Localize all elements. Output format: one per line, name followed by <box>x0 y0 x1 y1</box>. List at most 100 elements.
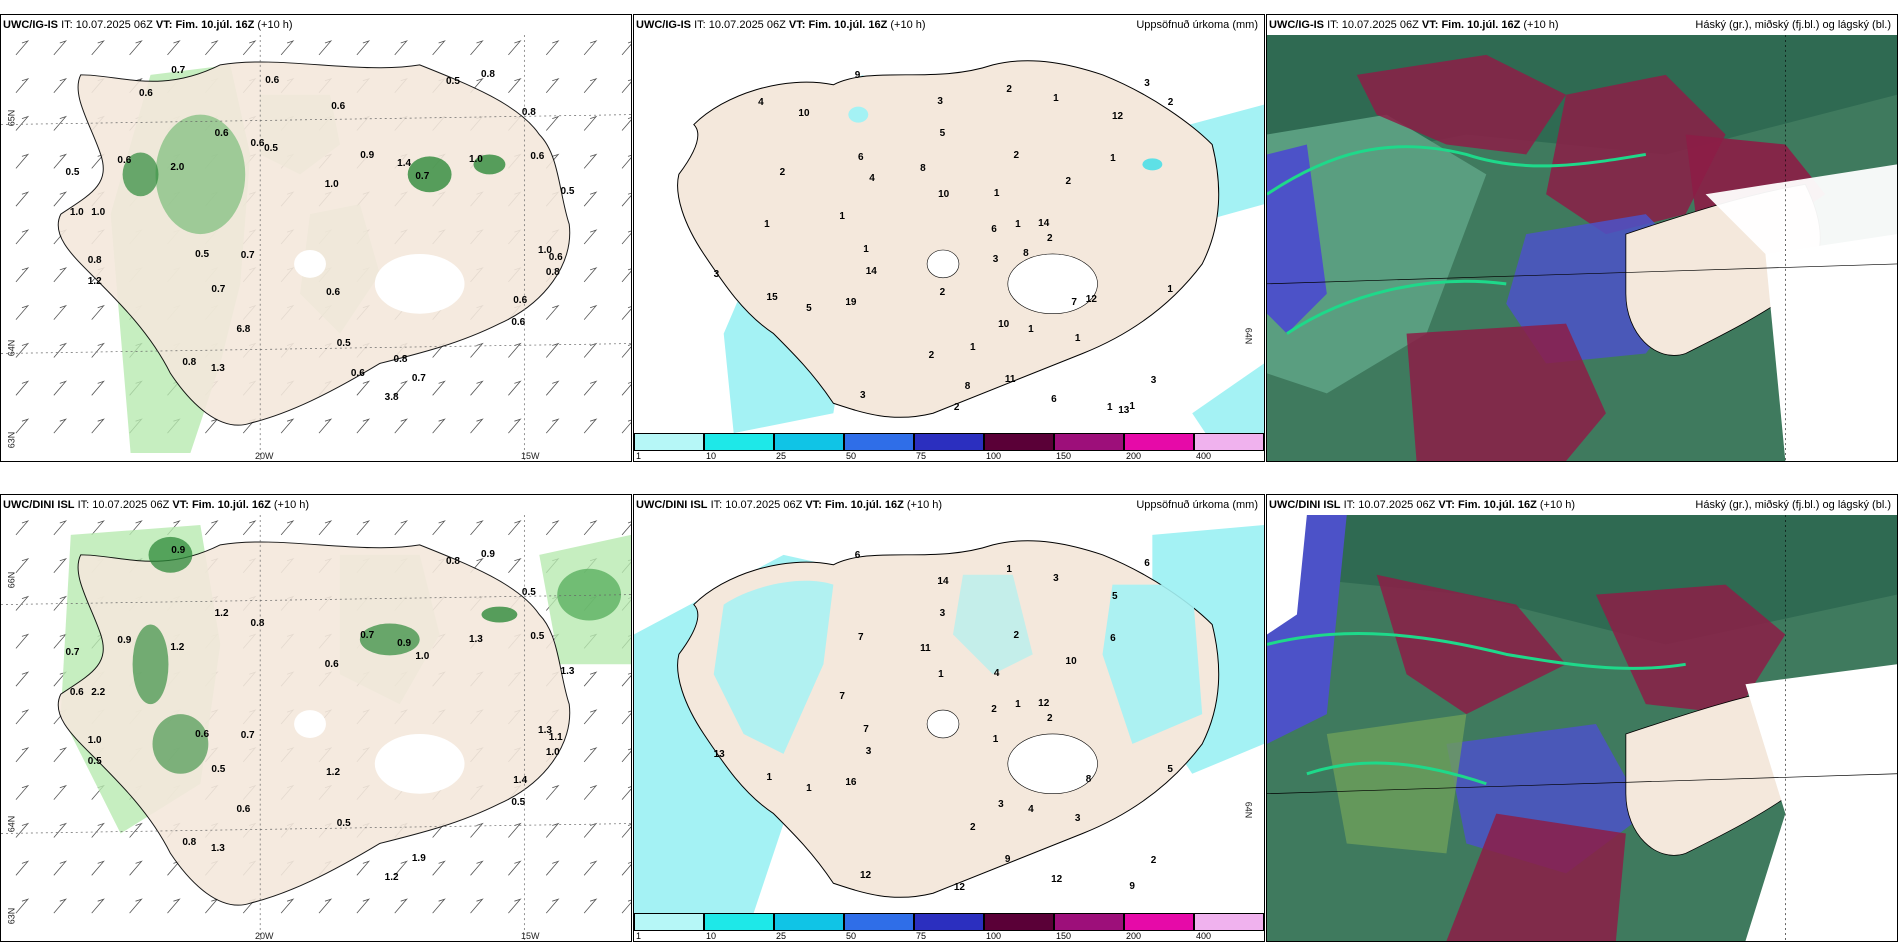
wind-barb <box>583 747 598 763</box>
map-value-label: 0.6 <box>214 128 229 140</box>
map-value-label: 1.4 <box>513 774 528 786</box>
map-value-label: 0.5 <box>87 755 102 767</box>
wind-barb <box>318 898 333 914</box>
wind-barb <box>91 860 105 876</box>
map-value-label: 9 <box>854 70 861 82</box>
map-value-label: 11 <box>1004 374 1016 386</box>
wind-barb <box>15 77 30 93</box>
map-value-label: 3.8 <box>384 391 399 403</box>
map-value-label: 2 <box>1047 233 1053 245</box>
map-value-label: 2 <box>1006 84 1012 96</box>
wind-barb <box>53 191 68 207</box>
map-value-label: 1.2 <box>384 871 399 883</box>
panel-top-precip: UWC/IG-IS IT: 10.07.2025 06Z VT: Fim. 10… <box>633 14 1265 462</box>
wind-barb <box>53 342 68 358</box>
map-value-label: 6 <box>1051 394 1057 406</box>
wind-barb <box>583 898 598 914</box>
map-value-label: 1.1 <box>548 732 563 744</box>
colorbar-swatch <box>704 433 774 451</box>
map-value-label: 13 <box>713 748 725 760</box>
map-value-label: 1.3 <box>210 842 225 854</box>
wind-barb <box>53 267 68 283</box>
lon-label: 20W <box>255 451 274 461</box>
map-value-label: 0.6 <box>138 88 153 100</box>
map-value-label: 9 <box>1004 854 1011 866</box>
map-value-label: 1 <box>839 210 845 222</box>
map-value-label: 0.7 <box>360 630 375 642</box>
map-value-label: 0.6 <box>331 100 346 112</box>
wind-barb <box>53 633 68 649</box>
map-value-label: 1 <box>1015 219 1021 231</box>
map-value-label: 0.5 <box>446 75 460 87</box>
colorbar-swatch <box>1124 913 1194 931</box>
wind-barb <box>15 595 30 611</box>
map-value-label: 0.8 <box>545 266 560 278</box>
colorbar-tick: 75 <box>916 931 927 941</box>
wind-barb <box>508 557 522 573</box>
colorbar-tick: 75 <box>916 451 927 461</box>
wind-barb <box>432 898 446 914</box>
map-value-label: 0.6 <box>117 155 132 167</box>
wind-barb <box>356 520 371 536</box>
wind-barb <box>15 784 30 800</box>
lat-label: 64N <box>1243 801 1254 819</box>
colorbar-swatch <box>984 433 1054 451</box>
map-value-label: 1 <box>992 733 999 745</box>
map-value-label: 0.5 <box>336 337 351 349</box>
wind-barb <box>621 824 631 838</box>
colorbar-tick: 1 <box>636 931 642 941</box>
wind-barb <box>53 557 68 573</box>
map-value-label: 0.6 <box>324 658 339 670</box>
map-value-label: 2 <box>928 350 935 362</box>
wind-barb <box>470 898 484 914</box>
lat-label: 63N <box>6 431 17 449</box>
wind-barb <box>280 520 295 536</box>
wind-barb <box>356 898 371 914</box>
colorbar-tick: 200 <box>1126 931 1142 941</box>
wind-barb <box>356 418 371 434</box>
map-value-label: 1.0 <box>415 651 430 663</box>
colorbar: 1 10 25 50 75 100 150 200 400 <box>634 433 1264 461</box>
wind-barb <box>15 822 30 838</box>
wind-barb <box>583 304 598 320</box>
wind-barb <box>583 822 598 838</box>
wind-map: 1.4 1.3 1.2 0.5 0.8 0.9 1.3 1.1 0.5 0.9 0.7 1.2 1.0 0… <box>1 515 631 941</box>
wind-barb <box>15 40 30 56</box>
wind-map-svg <box>1 515 631 941</box>
wind-barb <box>15 267 30 283</box>
colorbar-swatch <box>914 913 984 931</box>
map-value-label: 6 <box>854 550 861 562</box>
map-value-label: 0.9 <box>360 150 375 162</box>
map-value-label: 3 <box>1074 813 1081 825</box>
colorbar-tick: 25 <box>776 931 787 941</box>
map-value-label: 12 <box>859 869 872 881</box>
wind-barb <box>129 822 143 838</box>
map-value-label: 1 <box>863 243 869 255</box>
map-value-label: 0.7 <box>171 65 186 77</box>
wind-barb <box>15 153 30 169</box>
panel-top-cloud: UWC/IG-IS IT: 10.07.2025 06Z VT: Fim. 10… <box>1266 14 1898 462</box>
map-value-label: 1 <box>970 342 976 354</box>
map-value-label: 1 <box>1110 153 1116 165</box>
wind-barb <box>53 860 68 876</box>
map-value-label: 2.0 <box>170 161 185 173</box>
map-value-label: 6 <box>857 152 864 164</box>
map-value-label: 1.2 <box>87 275 102 287</box>
map-value-label: 0.9 <box>481 548 495 560</box>
map-value-label: 3 <box>992 253 999 265</box>
wind-barb <box>470 380 484 396</box>
wind-barb <box>621 419 631 434</box>
map-value-label: 8 <box>1023 247 1029 259</box>
wind-barb <box>432 520 446 536</box>
wind-barb <box>205 418 219 434</box>
wind-barb <box>205 520 219 536</box>
map-value-label: 2 <box>1047 713 1053 725</box>
colorbar-swatch <box>914 433 984 451</box>
wind-barb <box>545 822 560 838</box>
map-value-label: 10 <box>998 318 1010 330</box>
map-value-label: 0.7 <box>211 283 226 295</box>
map-value-label: 0.5 <box>264 142 278 154</box>
wind-barb <box>583 229 598 245</box>
wind-barb <box>394 898 408 914</box>
wind-barb <box>583 671 598 687</box>
